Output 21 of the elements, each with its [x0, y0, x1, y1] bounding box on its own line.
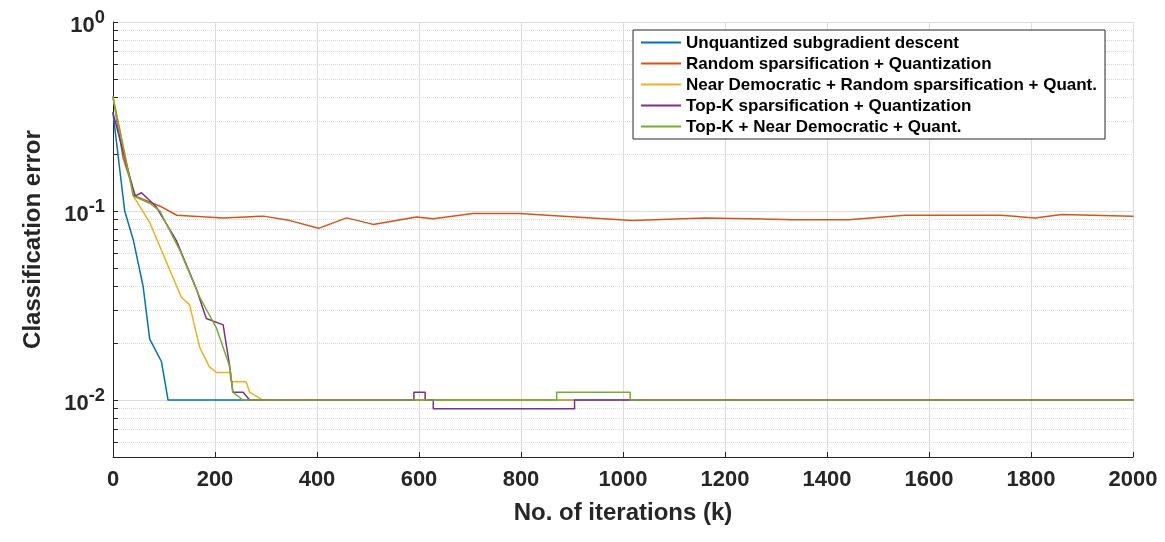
y-tick-label: 10$^{0}$ [70, 6, 105, 37]
x-tick-label: 1000 [598, 465, 648, 491]
x-tick-label: 1400 [802, 465, 852, 491]
legend-label: Unquantized subgradient descent [686, 33, 960, 52]
legend-label: Top-K sparsification + Quantization [686, 96, 972, 115]
legend-label: Top-K + Near Democratic + Quant. [686, 117, 962, 136]
x-axis-title: No. of iterations (k) [513, 497, 733, 525]
x-tick-label: 1600 [904, 465, 954, 491]
y-axis-title: Classification error [17, 130, 45, 349]
x-tick-label: 600 [400, 465, 438, 491]
x-tick-label: 800 [502, 465, 540, 491]
x-tick-label: 2000 [1108, 465, 1158, 491]
y-tick-label: 10$^{-1}$ [64, 195, 105, 226]
x-tick-label: 400 [298, 465, 336, 491]
x-tick-label: 200 [196, 465, 234, 491]
x-tick-label: 1800 [1006, 465, 1056, 491]
legend-label: Near Democratic + Random sparsification + Quant. [686, 75, 1098, 94]
legend-label: Random sparsification + Quantization [686, 54, 992, 73]
y-tick-label: 10$^{-2}$ [64, 384, 105, 415]
x-tick-label: 1200 [700, 465, 750, 491]
x-tick-label: 0 [106, 465, 120, 491]
